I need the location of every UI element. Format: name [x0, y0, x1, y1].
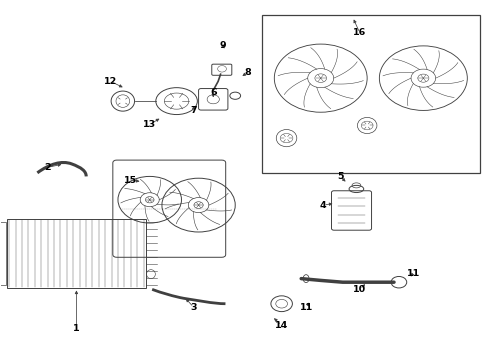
- Text: 15: 15: [123, 176, 137, 185]
- Text: 9: 9: [220, 41, 226, 50]
- Text: 11: 11: [299, 303, 313, 312]
- Text: 11: 11: [407, 269, 420, 278]
- Text: 3: 3: [191, 303, 197, 312]
- Bar: [0, 222, 6, 285]
- Bar: [262, 15, 480, 173]
- Bar: [7, 219, 146, 288]
- Text: 8: 8: [244, 68, 251, 77]
- Text: 10: 10: [353, 285, 367, 294]
- Text: 14: 14: [275, 321, 288, 330]
- Text: 2: 2: [44, 163, 50, 172]
- Text: 6: 6: [210, 87, 217, 96]
- Text: 4: 4: [320, 201, 326, 210]
- Text: 1: 1: [73, 324, 80, 333]
- Text: 5: 5: [337, 172, 343, 181]
- Text: 16: 16: [353, 28, 367, 37]
- Text: 12: 12: [104, 77, 117, 86]
- Text: 13: 13: [143, 120, 156, 129]
- Text: 7: 7: [191, 105, 197, 114]
